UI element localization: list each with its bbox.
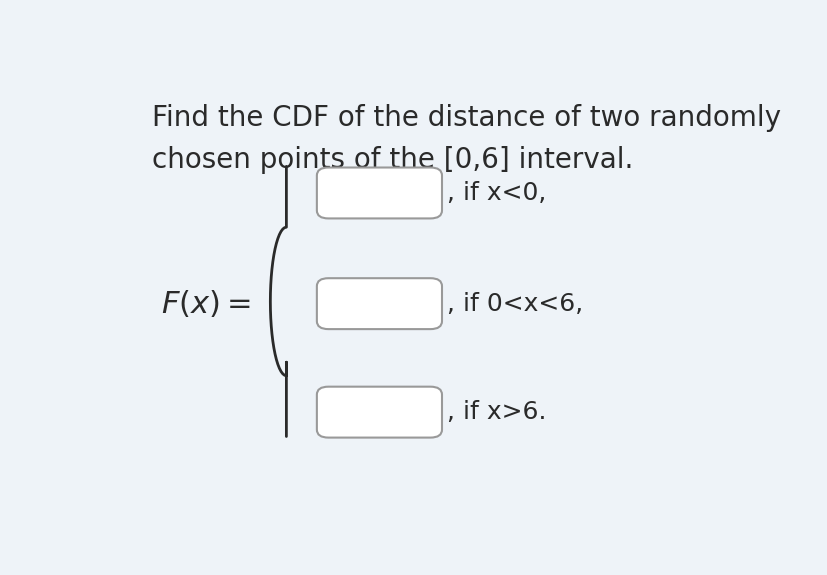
FancyBboxPatch shape	[317, 386, 442, 438]
Text: , if x<0,: , if x<0,	[447, 181, 546, 205]
FancyBboxPatch shape	[317, 167, 442, 218]
Text: $F(x) =$: $F(x) =$	[161, 288, 251, 319]
FancyBboxPatch shape	[317, 278, 442, 329]
Text: , if x>6.: , if x>6.	[447, 400, 546, 424]
Text: Find the CDF of the distance of two randomly
chosen points of the [0,6] interval: Find the CDF of the distance of two rand…	[151, 105, 780, 174]
Text: , if 0<x<6,: , if 0<x<6,	[447, 292, 582, 316]
